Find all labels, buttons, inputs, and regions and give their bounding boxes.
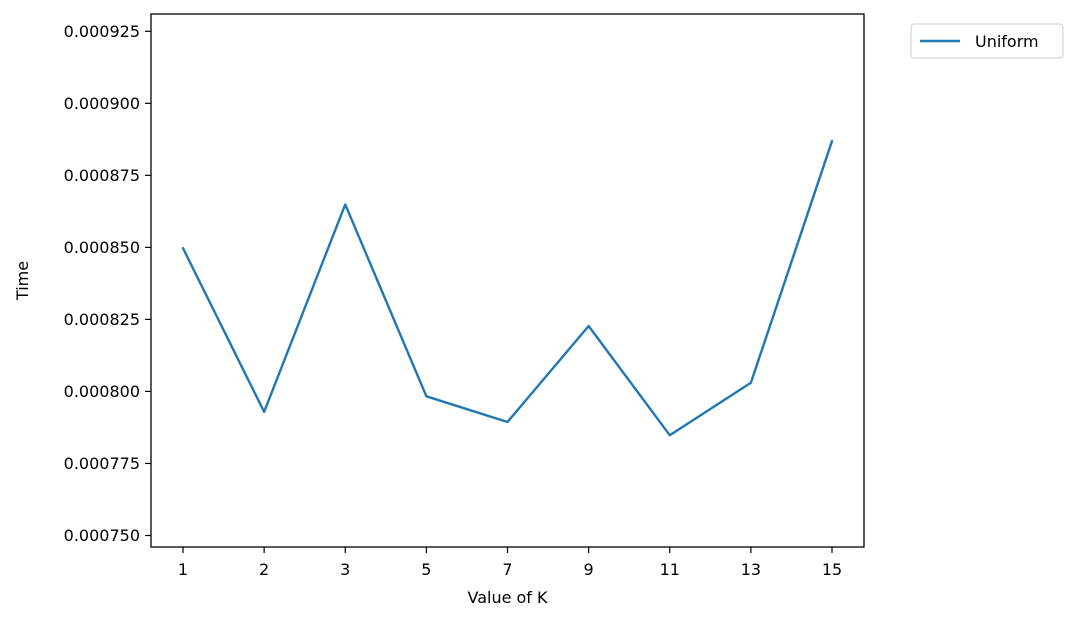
plot-area xyxy=(150,13,865,548)
legend: Uniform xyxy=(910,23,1064,59)
x-tick-label: 13 xyxy=(741,560,761,579)
y-axis-title: Time xyxy=(13,261,32,301)
legend-label-uniform: Uniform xyxy=(975,32,1039,51)
x-tick-label: 1 xyxy=(178,560,188,579)
y-tick-label: 0.000900 xyxy=(64,94,140,113)
y-axis: 0.000750 0.000775 0.000800 0.000825 0.000850… xyxy=(64,22,151,545)
x-tick-label: 7 xyxy=(502,560,512,579)
x-tick-label: 11 xyxy=(660,560,680,579)
x-tick-label: 2 xyxy=(259,560,269,579)
x-tick-label: 15 xyxy=(822,560,842,579)
series-group xyxy=(181,139,834,437)
x-axis: 1 2 3 5 7 9 11 13 15 xyxy=(178,547,842,579)
x-tick-label: 5 xyxy=(421,560,431,579)
x-axis-title: Value of K xyxy=(467,588,548,607)
series-line-uniform xyxy=(181,139,834,437)
y-tick-label: 0.000800 xyxy=(64,382,140,401)
y-tick-label: 0.000750 xyxy=(64,526,140,545)
x-tick-label: 9 xyxy=(584,560,594,579)
y-tick-label: 0.000825 xyxy=(64,310,140,329)
legend-box xyxy=(910,23,1064,59)
y-tick-label: 0.000850 xyxy=(64,238,140,257)
x-tick-label: 3 xyxy=(340,560,350,579)
y-tick-label: 0.000925 xyxy=(64,22,140,41)
y-tick-label: 0.000775 xyxy=(64,454,140,473)
y-tick-label: 0.000875 xyxy=(64,166,140,185)
